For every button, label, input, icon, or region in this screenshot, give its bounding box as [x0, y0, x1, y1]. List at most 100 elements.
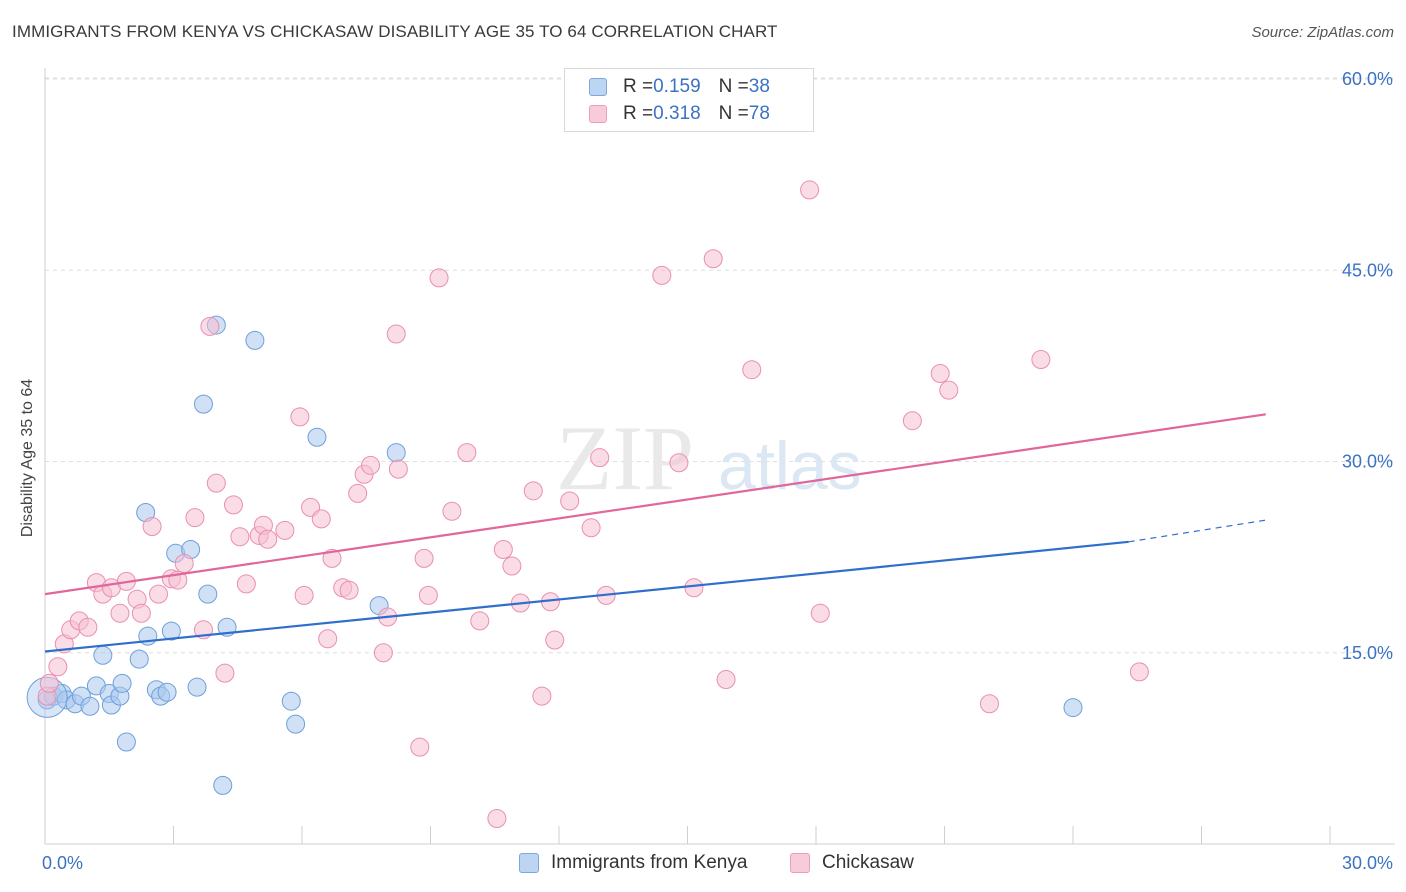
x-tick-label: 0.0%	[42, 853, 83, 873]
kenya-point	[193, 394, 213, 414]
kenya-point	[307, 427, 327, 447]
legend-swatch-kenya	[589, 78, 607, 96]
chickasaw-point	[493, 539, 513, 559]
chickasaw-point	[185, 508, 205, 528]
chickasaw-point	[684, 578, 704, 598]
chickasaw-point	[290, 407, 310, 427]
chickasaw-point	[230, 527, 250, 547]
legend-swatch-chickasaw	[589, 105, 607, 123]
kenya-point	[112, 673, 132, 693]
chickasaw-point	[348, 483, 368, 503]
chickasaw-point	[318, 629, 338, 649]
chickasaw-point	[502, 556, 522, 576]
chickasaw-point	[800, 180, 820, 200]
chickasaw-point	[236, 574, 256, 594]
legend-series: Immigrants from Kenya Chickasaw	[0, 852, 1406, 878]
legend-r-label: R =	[623, 76, 654, 97]
trend-lines	[44, 413, 1266, 653]
kenya-point	[286, 714, 306, 734]
legend-row-kenya: R = 0.159 N = 38	[589, 75, 770, 99]
tick-labels: 15.0% 30.0% 45.0% 60.0% 0.0% 30.0%	[42, 69, 1393, 873]
chickasaw-point	[311, 509, 331, 529]
grid-lines	[45, 77, 1395, 654]
kenya-point	[80, 696, 100, 716]
chickasaw-point	[532, 686, 552, 706]
x-tick-label: 30.0%	[1342, 853, 1393, 873]
chickasaw-point	[902, 411, 922, 431]
chickasaw-point	[361, 455, 381, 475]
chickasaw-point	[742, 360, 762, 380]
chickasaw-point	[410, 737, 430, 757]
legend-row-chickasaw: R = 0.318 N = 78	[589, 102, 770, 126]
chickasaw-point	[294, 585, 314, 605]
legend-r-value: 0.159	[653, 76, 701, 97]
chickasaw-point	[810, 603, 830, 623]
legend-swatch-kenya	[519, 853, 539, 873]
kenya-point	[245, 330, 265, 350]
chickasaw-point	[131, 603, 151, 623]
kenya-point	[281, 691, 301, 711]
axes	[44, 68, 1395, 845]
chickasaw-point	[429, 268, 449, 288]
legend-r-value: 0.318	[653, 103, 701, 124]
legend-r-label: R =	[623, 103, 654, 124]
chickasaw-point	[590, 448, 610, 468]
chickasaw-point	[457, 443, 477, 463]
chickasaw-trend-line	[44, 413, 1266, 596]
legend-item-kenya: Immigrants from Kenya	[519, 852, 747, 874]
kenya-point	[386, 443, 406, 463]
kenya-trend-line	[44, 540, 1129, 653]
chart-title: IMMIGRANTS FROM KENYA VS CHICKASAW DISAB…	[12, 22, 778, 41]
chickasaw-point	[339, 580, 359, 600]
chickasaw-point	[110, 603, 130, 623]
chickasaw-point	[545, 630, 565, 650]
y-tick-label: 45.0%	[1342, 260, 1393, 280]
chickasaw-point	[1031, 350, 1051, 369]
source-label: Source: ZipAtlas.com	[1251, 24, 1394, 41]
legend-n-label: N =	[718, 76, 749, 97]
chickasaw-point	[581, 518, 601, 538]
kenya-point	[161, 621, 181, 641]
legend-correlation: R = 0.159 N = 38 R = 0.318 N = 78	[564, 68, 814, 132]
chickasaw-point	[48, 657, 68, 677]
chickasaw-point	[174, 554, 194, 573]
chickasaw-point	[442, 501, 462, 521]
chickasaw-point	[979, 694, 999, 714]
chickasaw-point	[223, 495, 243, 515]
legend-label-kenya: Immigrants from Kenya	[551, 852, 748, 873]
chickasaw-point	[142, 517, 162, 537]
kenya-point	[213, 775, 233, 795]
kenya-point	[198, 584, 218, 604]
y-tick-label: 15.0%	[1342, 643, 1393, 663]
chickasaw-point	[939, 380, 959, 400]
chickasaw-point	[388, 459, 408, 479]
chickasaw-point	[418, 585, 438, 605]
kenya-point	[116, 732, 136, 752]
y-tick-label: 30.0%	[1342, 452, 1393, 472]
chickasaw-point	[470, 611, 490, 631]
kenya-point	[157, 682, 177, 702]
chickasaw-point	[414, 548, 434, 568]
y-tick-label: 60.0%	[1342, 69, 1393, 89]
chickasaw-point	[703, 249, 723, 269]
chickasaw-point	[373, 643, 393, 663]
chickasaw-point	[215, 663, 235, 683]
chickasaw-point	[930, 364, 950, 384]
kenya-point	[187, 677, 207, 697]
chickasaw-point	[78, 617, 98, 637]
kenya-trend-line-extension	[1128, 519, 1266, 543]
chickasaw-point	[560, 491, 580, 511]
chickasaw-point	[1129, 662, 1149, 682]
chickasaw-point	[669, 453, 689, 473]
legend-label-chickasaw: Chickasaw	[822, 852, 914, 873]
chickasaw-point	[149, 584, 169, 604]
chickasaw-point	[322, 548, 342, 568]
chickasaw-point	[200, 316, 220, 336]
chickasaw-point	[386, 324, 406, 344]
legend-n-value: 78	[748, 103, 770, 124]
chickasaw-point	[39, 673, 59, 693]
chickasaw-point	[258, 529, 278, 549]
kenya-point	[93, 645, 113, 665]
chickasaw-point	[652, 265, 672, 285]
